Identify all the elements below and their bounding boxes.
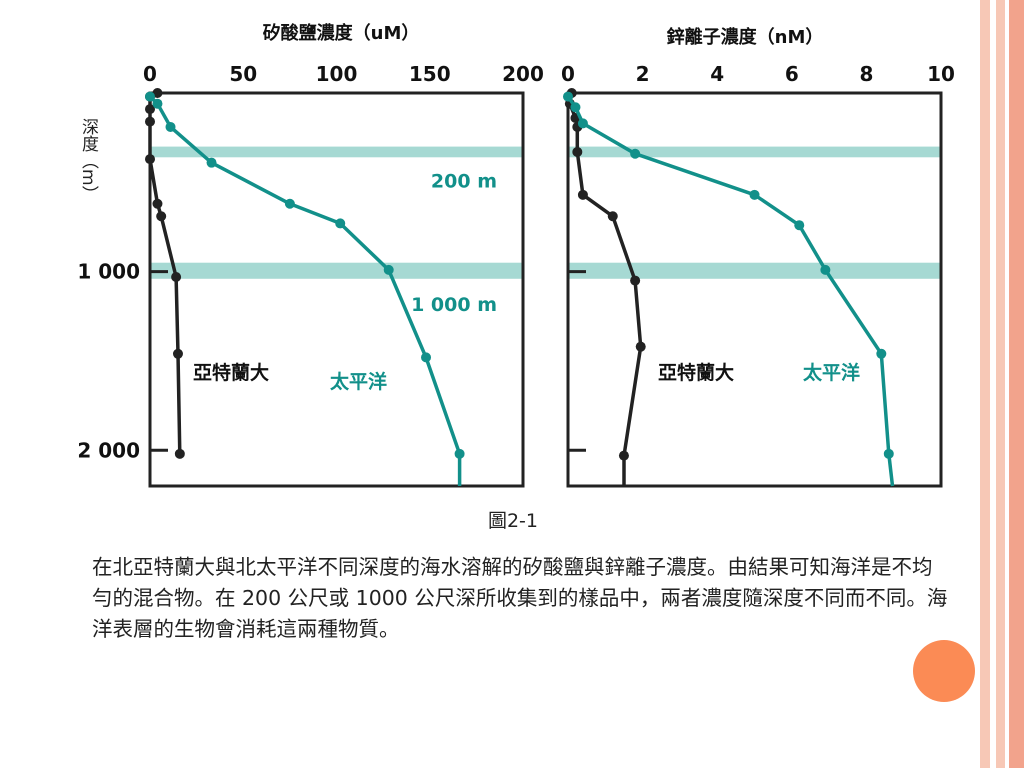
x-tick-label: 100 (316, 62, 358, 86)
data-point (607, 211, 618, 222)
description-text: 在北亞特蘭大與北太平洋不同深度的海水溶解的矽酸鹽與鋅離子濃度。由結果可知海洋是不… (92, 555, 948, 641)
data-point (335, 218, 346, 229)
legend-pacific-label: 太平洋 (330, 370, 387, 393)
data-point (820, 264, 831, 275)
x-tick-label: 6 (785, 62, 799, 86)
data-point (174, 448, 185, 459)
x-tick-label: 8 (859, 62, 873, 86)
legend-pacific-label: 太平洋 (803, 361, 860, 384)
band-label: 200 m (431, 170, 497, 192)
decorative-stripe (1005, 0, 1009, 768)
x-tick-label: 2 (636, 62, 650, 86)
data-point (572, 146, 583, 157)
data-point (145, 154, 155, 165)
data-point (383, 264, 394, 275)
data-point (284, 198, 295, 209)
data-point (749, 189, 760, 200)
legend-atlantic-label: 亞特蘭大 (193, 361, 269, 384)
data-point (165, 121, 176, 132)
x-tick-label: 10 (927, 62, 955, 86)
decorative-stripe (990, 0, 996, 768)
legend-atlantic-label: 亞特蘭大 (658, 361, 734, 384)
depth-band (568, 262, 941, 279)
data-point (152, 198, 163, 209)
chart-title: 鋅離子濃度（nM） (667, 26, 824, 48)
series-line (148, 91, 182, 454)
depth-band (150, 146, 523, 158)
x-tick-label: 150 (409, 62, 451, 86)
decorative-circle (913, 640, 975, 702)
data-point (577, 118, 588, 129)
y-tick-label: 2 000 (77, 438, 140, 462)
data-point (883, 448, 894, 459)
decorative-stripe (980, 0, 990, 768)
data-point (618, 450, 629, 461)
figure-caption: 圖2-1 (487, 510, 539, 532)
depth-band (568, 146, 941, 158)
chart-silicate: 矽酸鹽濃度（uM） 200 m 1 000 m 0 50 100 150 200 1 000… (77, 22, 544, 488)
series-line (566, 95, 895, 487)
decorative-stripe (996, 0, 1005, 768)
x-tick-label: 50 (229, 62, 257, 86)
y-axis-label: 深度（m） (78, 118, 99, 203)
series-line (148, 95, 462, 486)
data-point (156, 211, 167, 222)
x-tick-label: 0 (561, 62, 575, 86)
data-point (145, 91, 155, 102)
x-tick-label: 4 (710, 62, 724, 86)
data-point (876, 348, 887, 359)
data-point (635, 341, 646, 352)
decorative-stripe (1009, 0, 1024, 768)
data-point (145, 116, 155, 127)
plot-frame (148, 91, 525, 488)
data-point (794, 220, 805, 231)
data-point (206, 157, 217, 168)
band-label: 1 000 m (411, 294, 497, 316)
chart-zinc: 鋅離子濃度（nM） 0 2 4 6 8 10 亞特蘭大 太平洋 (561, 26, 955, 488)
data-point (630, 148, 641, 159)
data-point (563, 91, 573, 102)
data-point (421, 352, 432, 363)
data-point (570, 102, 581, 113)
data-point (171, 271, 182, 282)
data-point (152, 88, 163, 98)
data-point (145, 104, 155, 115)
data-point (172, 348, 183, 359)
x-tick-label: 0 (143, 62, 157, 86)
data-point (630, 275, 641, 286)
depth-band (150, 262, 523, 279)
x-tick-label: 200 (502, 62, 544, 86)
data-point (152, 98, 163, 109)
data-point (454, 448, 465, 459)
data-point (577, 189, 588, 200)
plot-frame (566, 91, 943, 488)
y-tick-label: 1 000 (77, 260, 140, 284)
chart-title: 矽酸鹽濃度（uM） (263, 22, 420, 44)
